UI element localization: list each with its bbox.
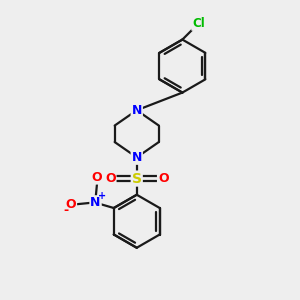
Text: N: N — [132, 104, 142, 117]
Text: O: O — [65, 198, 76, 211]
Text: S: S — [132, 172, 142, 186]
Text: -: - — [63, 204, 68, 217]
Text: Cl: Cl — [192, 17, 205, 30]
Text: O: O — [92, 171, 102, 184]
Text: +: + — [98, 191, 106, 201]
Text: N: N — [90, 196, 101, 209]
Text: N: N — [132, 151, 142, 164]
Text: O: O — [105, 172, 116, 185]
Text: O: O — [158, 172, 169, 185]
